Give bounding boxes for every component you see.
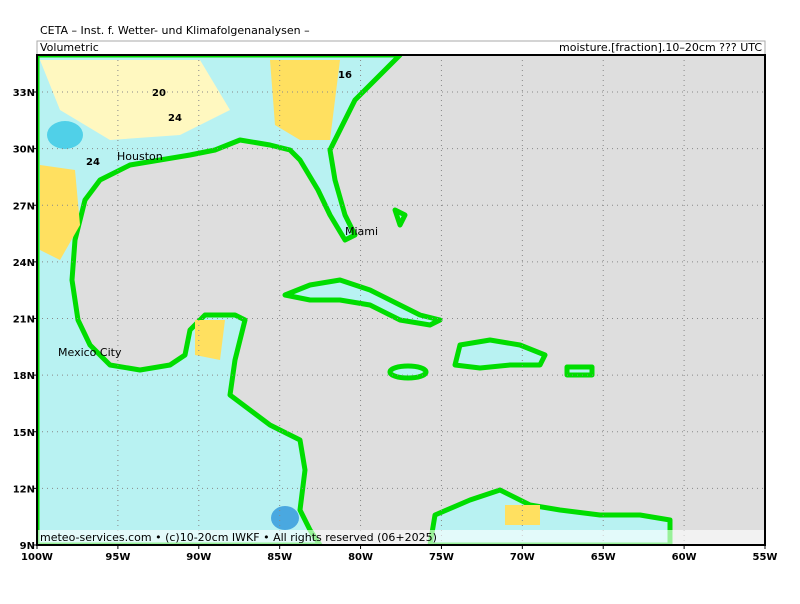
dry-patch: [40, 165, 80, 260]
city-label: Houston: [117, 150, 163, 163]
footer-bar: [37, 530, 765, 545]
lon-tick-label: 95W: [105, 552, 130, 563]
wet-patch: [47, 121, 83, 149]
footer: meteo-services.com • (c)10-20cm IWKF • A…: [40, 531, 437, 544]
land-north-central: [37, 55, 403, 545]
lat-tick-label: 18N: [13, 371, 35, 382]
lon-tick-label: 65W: [591, 552, 616, 563]
city-label: Mexico City: [58, 346, 122, 359]
contour-label: 24: [168, 113, 182, 124]
dry-patch: [195, 320, 225, 360]
header-left: Volumetric: [40, 41, 99, 54]
lon-tick-label: 70W: [510, 552, 535, 563]
cuba: [282, 277, 443, 328]
dry-patch: [40, 60, 230, 140]
florida-keys: [392, 207, 408, 228]
lat-tick-label: 24N: [13, 258, 35, 269]
lat-tick-label: 9N: [20, 541, 35, 552]
contour-label: 16: [338, 70, 352, 81]
map-frame: [36, 54, 766, 546]
lon-tick-label: 90W: [186, 552, 211, 563]
dry-patch: [270, 60, 340, 140]
lon-tick-label: 60W: [672, 552, 697, 563]
contour-label: 20: [152, 88, 166, 99]
header-title: CETA – Inst. f. Wetter- und Klimafolgena…: [40, 24, 310, 37]
map-area: Houston Miami Mexico City 20 24 24 16 me…: [37, 55, 765, 545]
lat-tick-label: 33N: [13, 88, 35, 99]
lat-tick-label: 15N: [13, 428, 35, 439]
lon-tick-label: 80W: [348, 552, 373, 563]
lon-tick-label: 55W: [753, 552, 778, 563]
lon-tick-label: 75W: [429, 552, 454, 563]
header-right: moisture.[fraction].10–20cm ??? UTC: [559, 41, 762, 54]
lon-tick-label: 85W: [267, 552, 292, 563]
contour-label: 24: [86, 157, 100, 168]
jamaica: [387, 363, 429, 381]
hispaniola: [452, 337, 548, 371]
wet-patch: [271, 506, 299, 530]
lat-tick-label: 30N: [13, 145, 35, 156]
lat-tick-label: 21N: [13, 315, 35, 326]
lat-tick-label: 27N: [13, 201, 35, 212]
lat-tick-label: 12N: [13, 484, 35, 495]
city-label: Miami: [345, 225, 378, 238]
puerto-rico: [564, 364, 595, 378]
lon-tick-label: 100W: [21, 552, 53, 563]
ticks-grid: [37, 55, 765, 545]
